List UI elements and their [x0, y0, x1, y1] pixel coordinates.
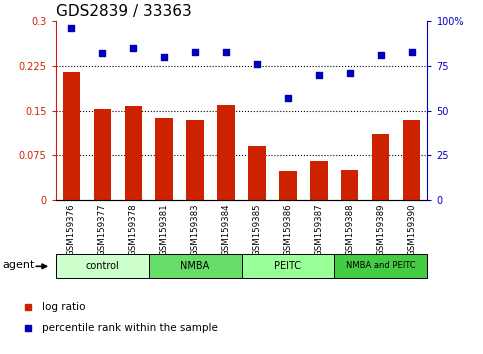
- Point: [408, 49, 416, 55]
- Point: [129, 45, 137, 51]
- Text: GSM159378: GSM159378: [128, 203, 138, 256]
- Text: GSM159376: GSM159376: [67, 203, 75, 256]
- Text: GSM159381: GSM159381: [159, 203, 169, 256]
- Bar: [125, 107, 142, 200]
- Bar: [217, 105, 235, 200]
- Text: GSM159388: GSM159388: [345, 203, 355, 256]
- Point: [284, 95, 292, 101]
- FancyBboxPatch shape: [149, 254, 242, 278]
- Bar: [341, 170, 358, 200]
- Text: GSM159389: GSM159389: [376, 203, 385, 256]
- Text: control: control: [85, 261, 119, 271]
- Bar: [186, 120, 203, 200]
- Text: GSM159384: GSM159384: [222, 203, 230, 256]
- Text: GSM159390: GSM159390: [408, 203, 416, 256]
- Point: [67, 25, 75, 31]
- Text: GSM159383: GSM159383: [190, 203, 199, 256]
- Bar: [280, 171, 297, 200]
- Point: [253, 61, 261, 67]
- Text: log ratio: log ratio: [42, 302, 85, 312]
- Text: percentile rank within the sample: percentile rank within the sample: [42, 323, 218, 333]
- Point: [160, 54, 168, 60]
- Text: NMBA: NMBA: [180, 261, 210, 271]
- Point: [191, 49, 199, 55]
- Bar: [311, 161, 327, 200]
- FancyBboxPatch shape: [242, 254, 334, 278]
- Text: GSM159385: GSM159385: [253, 203, 261, 256]
- FancyBboxPatch shape: [56, 254, 149, 278]
- Text: agent: agent: [3, 259, 35, 270]
- Text: GSM159377: GSM159377: [98, 203, 107, 256]
- Text: GSM159387: GSM159387: [314, 203, 324, 256]
- Text: GDS2839 / 33363: GDS2839 / 33363: [56, 4, 191, 19]
- Text: NMBA and PEITC: NMBA and PEITC: [346, 261, 416, 270]
- FancyBboxPatch shape: [334, 254, 427, 278]
- Point: [98, 51, 106, 56]
- Text: PEITC: PEITC: [274, 261, 301, 271]
- Point: [222, 49, 230, 55]
- Bar: [156, 118, 172, 200]
- Bar: [372, 135, 389, 200]
- Point: [377, 52, 385, 58]
- Text: GSM159386: GSM159386: [284, 203, 293, 256]
- Bar: [403, 120, 421, 200]
- Point: [346, 70, 354, 76]
- Bar: [94, 109, 111, 200]
- Bar: [62, 72, 80, 200]
- Point: [315, 72, 323, 78]
- Bar: [248, 147, 266, 200]
